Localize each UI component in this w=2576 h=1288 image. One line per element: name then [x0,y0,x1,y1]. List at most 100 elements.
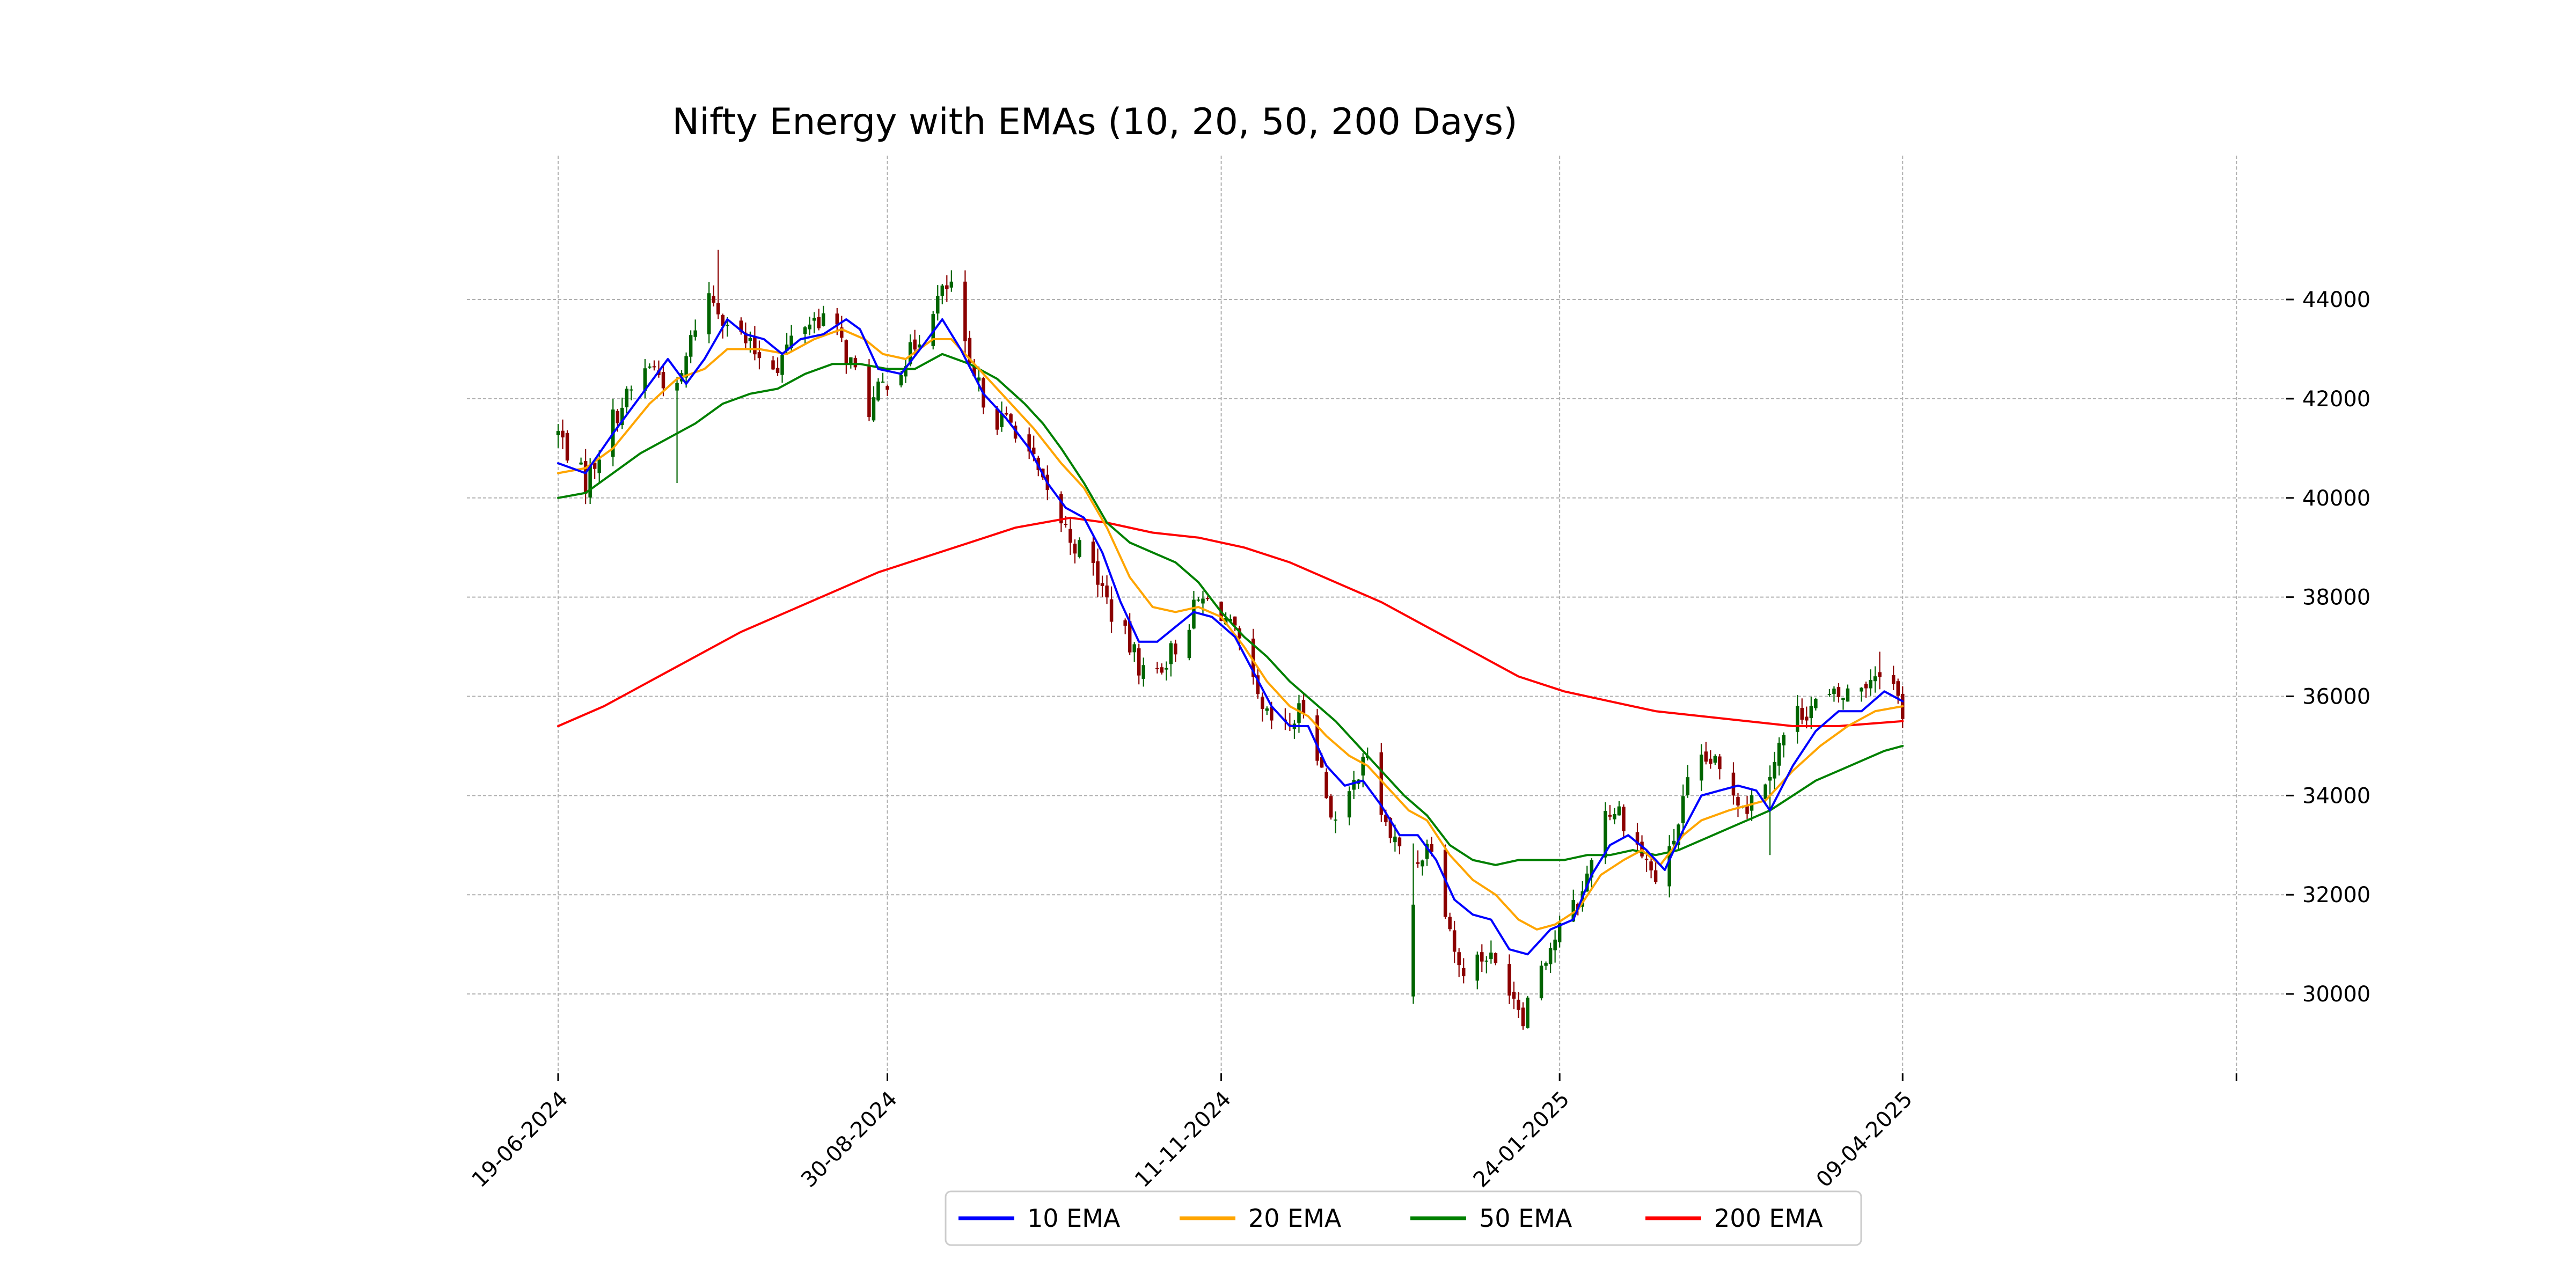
candlestick [885,384,889,397]
candlestick [565,430,569,463]
candlestick [1192,591,1196,630]
candlestick [1137,643,1141,685]
candlestick [917,334,921,348]
candlestick [716,250,720,319]
y-tick-label: 44000 [2302,288,2370,312]
candlestick [1324,768,1328,799]
candlestick [1480,944,1484,972]
y-tick-label: 38000 [2302,586,2370,610]
candlestick [1421,859,1424,876]
candlestick [1653,862,1658,884]
candlestick [1461,958,1466,984]
candlestick [1796,695,1799,744]
candlestick [1827,689,1832,697]
candlestick [1539,961,1543,1001]
candlestick [1169,640,1173,677]
candlestick [1544,961,1548,970]
candlestick [753,326,757,361]
candlestick [995,406,999,435]
candlestick [583,449,588,504]
x-tick-label: 11-11-2024 [1130,1087,1236,1192]
legend-label-10-ema: 10 EMA [1027,1204,1121,1233]
candlestick [1334,811,1337,833]
candlestick [1425,839,1429,866]
candlestick [1411,843,1415,1004]
candlestick [597,450,601,483]
candlestick [1155,662,1159,674]
candlestick [1069,517,1072,555]
y-tick-label: 30000 [2302,982,2370,1007]
candlestick [1448,912,1452,932]
candlestick [684,352,688,388]
legend-frame [945,1190,1862,1246]
candlestick [1489,940,1493,964]
candlestick [1004,406,1008,416]
candlestick [1773,751,1776,790]
candlestick [1329,794,1333,820]
candlestick [1251,628,1255,685]
candlestick [1091,535,1095,576]
candlestick [1704,742,1708,765]
candlestick [757,340,762,370]
candlestick [1105,575,1109,604]
candlestick [1736,793,1740,817]
candlestick [1809,697,1813,729]
candlestick [821,305,825,327]
legend-label-20-ema: 20 EMA [1248,1204,1342,1233]
candlestick [1590,858,1594,888]
candlestick [1201,590,1205,615]
candlestick [1832,686,1836,702]
legend-label-50-ema: 50 EMA [1479,1204,1572,1233]
candlestick [1475,952,1480,990]
y-tick-label: 32000 [2302,883,2370,908]
candlestick [1484,956,1489,974]
candlestick [1352,771,1356,799]
candlestick [707,282,711,343]
candlestick [1805,706,1809,729]
candlestick [1709,750,1713,769]
candlestick [1078,537,1081,559]
candlestick [1187,624,1191,661]
candlestick [1873,666,1877,693]
x-tick-label: 09-04-2025 [1812,1087,1918,1192]
candlestick [1878,652,1882,690]
candlestick [1315,708,1319,766]
ema-series [557,318,1904,956]
candlestick [712,285,715,307]
candlestick [648,363,652,369]
axes: 30000 32000 34000 36000 38000 40000 42000 44000… [467,288,2371,1192]
candlestick [1397,836,1402,854]
candlestick [1713,754,1717,765]
candlestick [1800,698,1804,724]
candlestick [1233,616,1237,632]
series-line-10-ema [557,318,1904,956]
candlestick [652,360,656,371]
candlestick [1521,1002,1525,1030]
candlestick [775,357,780,376]
candlestick [876,378,880,402]
y-tick-label: 34000 [2302,784,2370,808]
candlestick [1379,743,1384,822]
candlestick [1836,683,1841,703]
candlestick [1553,930,1557,963]
y-tick-label: 42000 [2302,387,2370,412]
x-tick-label: 19-06-2024 [467,1087,573,1192]
candlestick [579,457,583,465]
candlestick [1512,982,1516,1009]
x-tick-label: 30-08-2024 [796,1087,902,1192]
candlestick [812,312,816,334]
candlestick [1123,618,1127,634]
candlestick [1548,942,1553,974]
candlestick [945,275,949,302]
candlestick [1196,597,1201,602]
candlestick [963,270,967,354]
candlestick [817,309,821,331]
candlestick [1507,954,1511,1005]
candlestick [867,358,871,421]
candlestick [1457,948,1461,977]
candlestick [1608,805,1612,821]
candlestick [1517,992,1520,1018]
candlestick [561,419,565,450]
candlestick [1681,784,1685,836]
